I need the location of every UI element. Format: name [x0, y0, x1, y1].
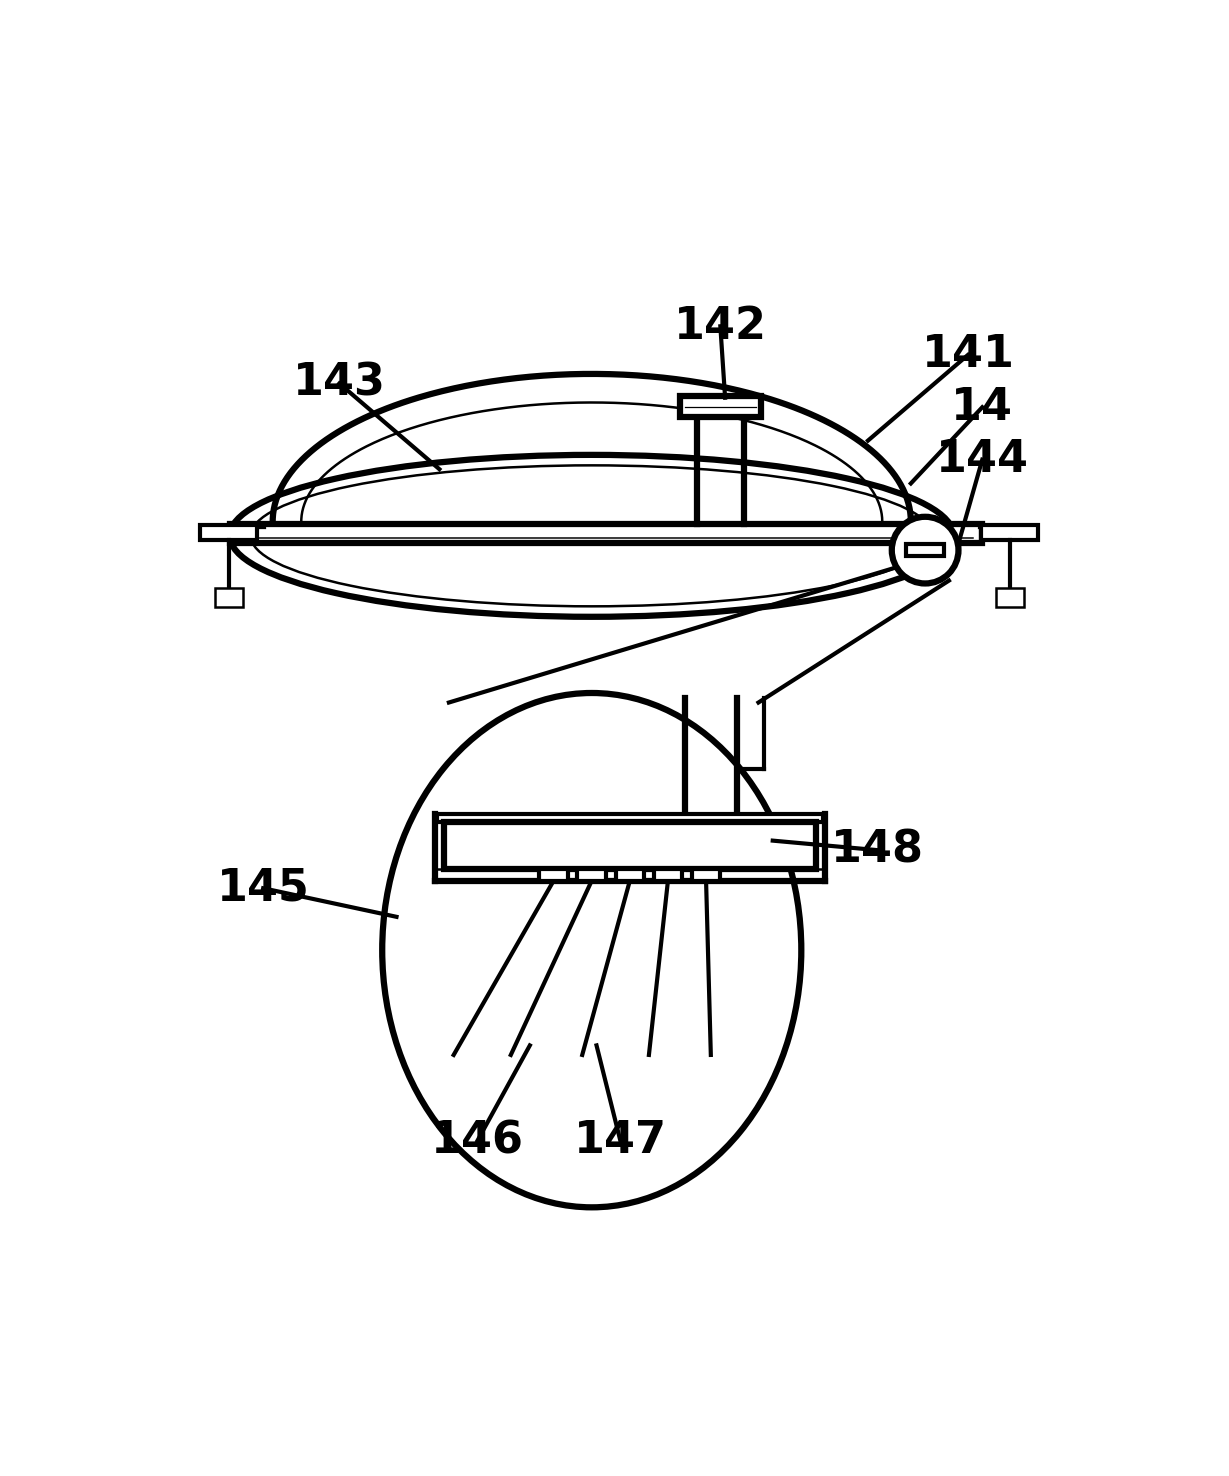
Bar: [906, 545, 944, 556]
Text: 146: 146: [431, 1119, 524, 1162]
Bar: [578, 869, 606, 881]
Bar: [540, 869, 568, 881]
Text: 14: 14: [951, 385, 1013, 428]
Bar: [995, 587, 1024, 607]
Bar: [230, 524, 982, 543]
Bar: [616, 869, 644, 881]
Text: 142: 142: [673, 304, 767, 348]
Bar: [680, 396, 761, 416]
Circle shape: [892, 517, 959, 583]
Text: 148: 148: [831, 828, 924, 872]
Bar: [981, 525, 1039, 540]
Bar: [215, 587, 243, 607]
Text: 144: 144: [935, 438, 1029, 481]
Bar: [436, 813, 823, 822]
Bar: [654, 869, 682, 881]
Text: 141: 141: [922, 334, 1014, 376]
Bar: [444, 822, 816, 869]
Text: 143: 143: [293, 362, 386, 404]
Ellipse shape: [382, 694, 801, 1207]
Text: 147: 147: [574, 1119, 667, 1162]
Bar: [692, 869, 720, 881]
Bar: [200, 525, 257, 540]
Text: 145: 145: [216, 866, 310, 909]
